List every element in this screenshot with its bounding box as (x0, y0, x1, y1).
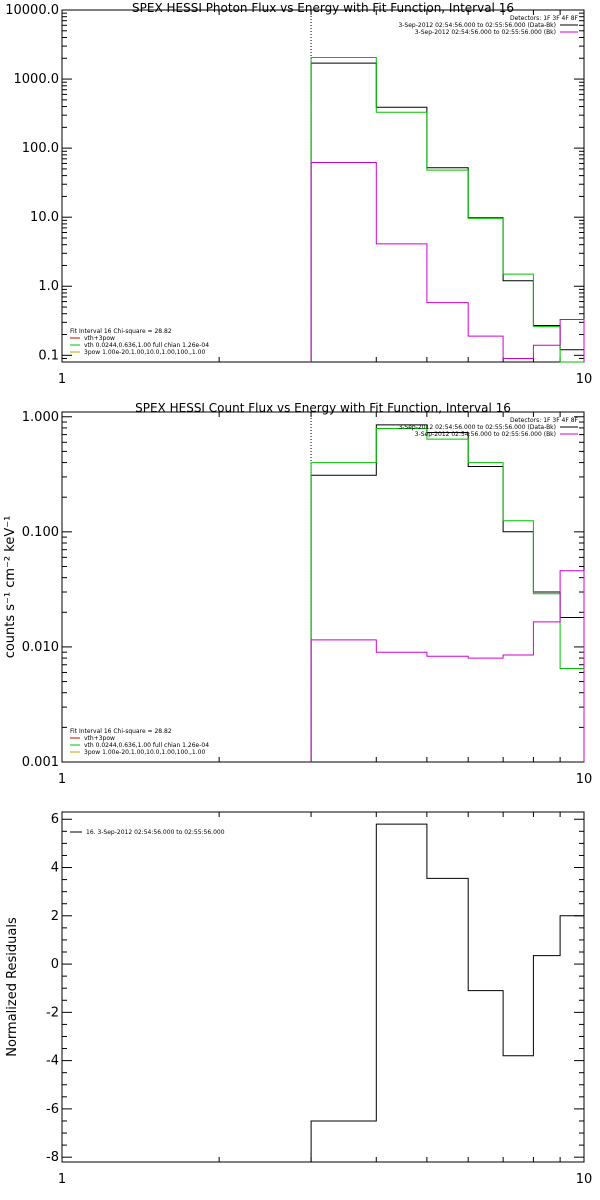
legend-entry: 3pow 1.00e-20,1.00,10.0,1.00,100.,1.00 (84, 749, 205, 756)
y-axis-label: counts s⁻¹ cm⁻² keV⁻¹ (3, 516, 18, 659)
y-tick-label: 10000.0 (5, 3, 59, 18)
legend-entry: vth+3pow (84, 335, 115, 342)
legend-entry: 3-Sep-2012 02:54:56.000 to 02:55:56.000 … (398, 424, 556, 431)
series-3-histogram (310, 162, 585, 362)
x-tick-label: 10 (576, 772, 593, 787)
chart-panel-3: Normalized Residuals -8 -6 -4 -2 0 2 4 6 1 10 16. 3… (5, 811, 593, 1187)
x-tick-label: 1 (58, 1172, 66, 1187)
y-tick-label: 0.010 (22, 640, 59, 655)
legend-entry: Fit Interval 16 Chi-square = 28.82 (70, 728, 172, 735)
legend-entry: 3-Sep-2012 02:54:56.000 to 02:55:56.000 … (415, 29, 556, 36)
y-tick-label: 1000.0 (14, 72, 60, 87)
y-tick-label: 0.001 (22, 755, 59, 770)
y-tick-label: 10.0 (30, 210, 59, 225)
x-tick-label: 1 (58, 772, 66, 787)
legend-entry: Fit Interval 16 Chi-square = 28.82 (70, 328, 172, 335)
y-tick-label: -8 (46, 1150, 59, 1165)
y-tick-label: 6 (51, 812, 59, 827)
series-2-histogram (310, 57, 584, 363)
plot-frame (61, 411, 585, 763)
chart-title: SPEX HESSI Count Flux vs Energy with Fit… (135, 401, 511, 415)
y-tick-label: 4 (51, 861, 59, 876)
legend-entry: 3-Sep-2012 02:54:56.000 to 02:55:56.000 … (398, 22, 556, 29)
legend-entry: Detectors: 1F 3F 4F 8F (510, 417, 579, 424)
y-tick-label: 100.0 (22, 141, 59, 156)
y-tick-label: -4 (46, 1054, 59, 1069)
y-tick-label: -6 (46, 1102, 59, 1117)
legend-entry: vth+3pow (84, 735, 115, 742)
y-tick-label: -2 (46, 1005, 59, 1020)
y-tick-label: 0 (51, 957, 59, 972)
y-tick-label: 0.100 (22, 525, 59, 540)
legend-entry: vth 0.0244,0.636,1.00 full chian 1.26e-0… (84, 342, 209, 349)
legend-entry: 3-Sep-2012 02:54:56.000 to 02:55:56.000 … (415, 431, 556, 438)
series-1-histogram (310, 823, 585, 1162)
y-tick-label: 2 (51, 909, 59, 924)
y-tick-label: 1.0 (38, 279, 59, 294)
plot-frame (61, 9, 585, 363)
legend-entry: 16. 3-Sep-2012 02:54:56.000 to 02:55:56.… (86, 829, 225, 836)
chart-title: SPEX HESSI Photon Flux vs Energy with Fi… (132, 1, 514, 15)
plot-frame (61, 811, 585, 1163)
legend-entry: 3pow 1.00e-20,1.00,10.0,1.00,100.,1.00 (84, 349, 205, 356)
x-tick-label: 1 (58, 372, 66, 387)
x-tick-label: 10 (576, 1172, 593, 1187)
y-axis-label: Normalized Residuals (5, 917, 20, 1057)
y-tick-label: 0.1 (38, 348, 59, 363)
series-1-histogram (310, 62, 585, 362)
chart-panel-1: SPEX HESSI Photon Flux vs Energy with Fi… (5, 1, 592, 387)
series-2-histogram (310, 428, 585, 762)
legend-entry: Detectors: 1F 3F 4F 8F (510, 15, 579, 22)
series-3-histogram (310, 570, 585, 762)
legend-entry: vth 0.0244,0.636,1.00 full chian 1.26e-0… (84, 742, 209, 749)
chart-panel-2: SPEX HESSI Count Flux vs Energy with Fit… (3, 401, 592, 787)
y-tick-label: 1.000 (22, 410, 59, 425)
x-tick-label: 10 (576, 372, 593, 387)
